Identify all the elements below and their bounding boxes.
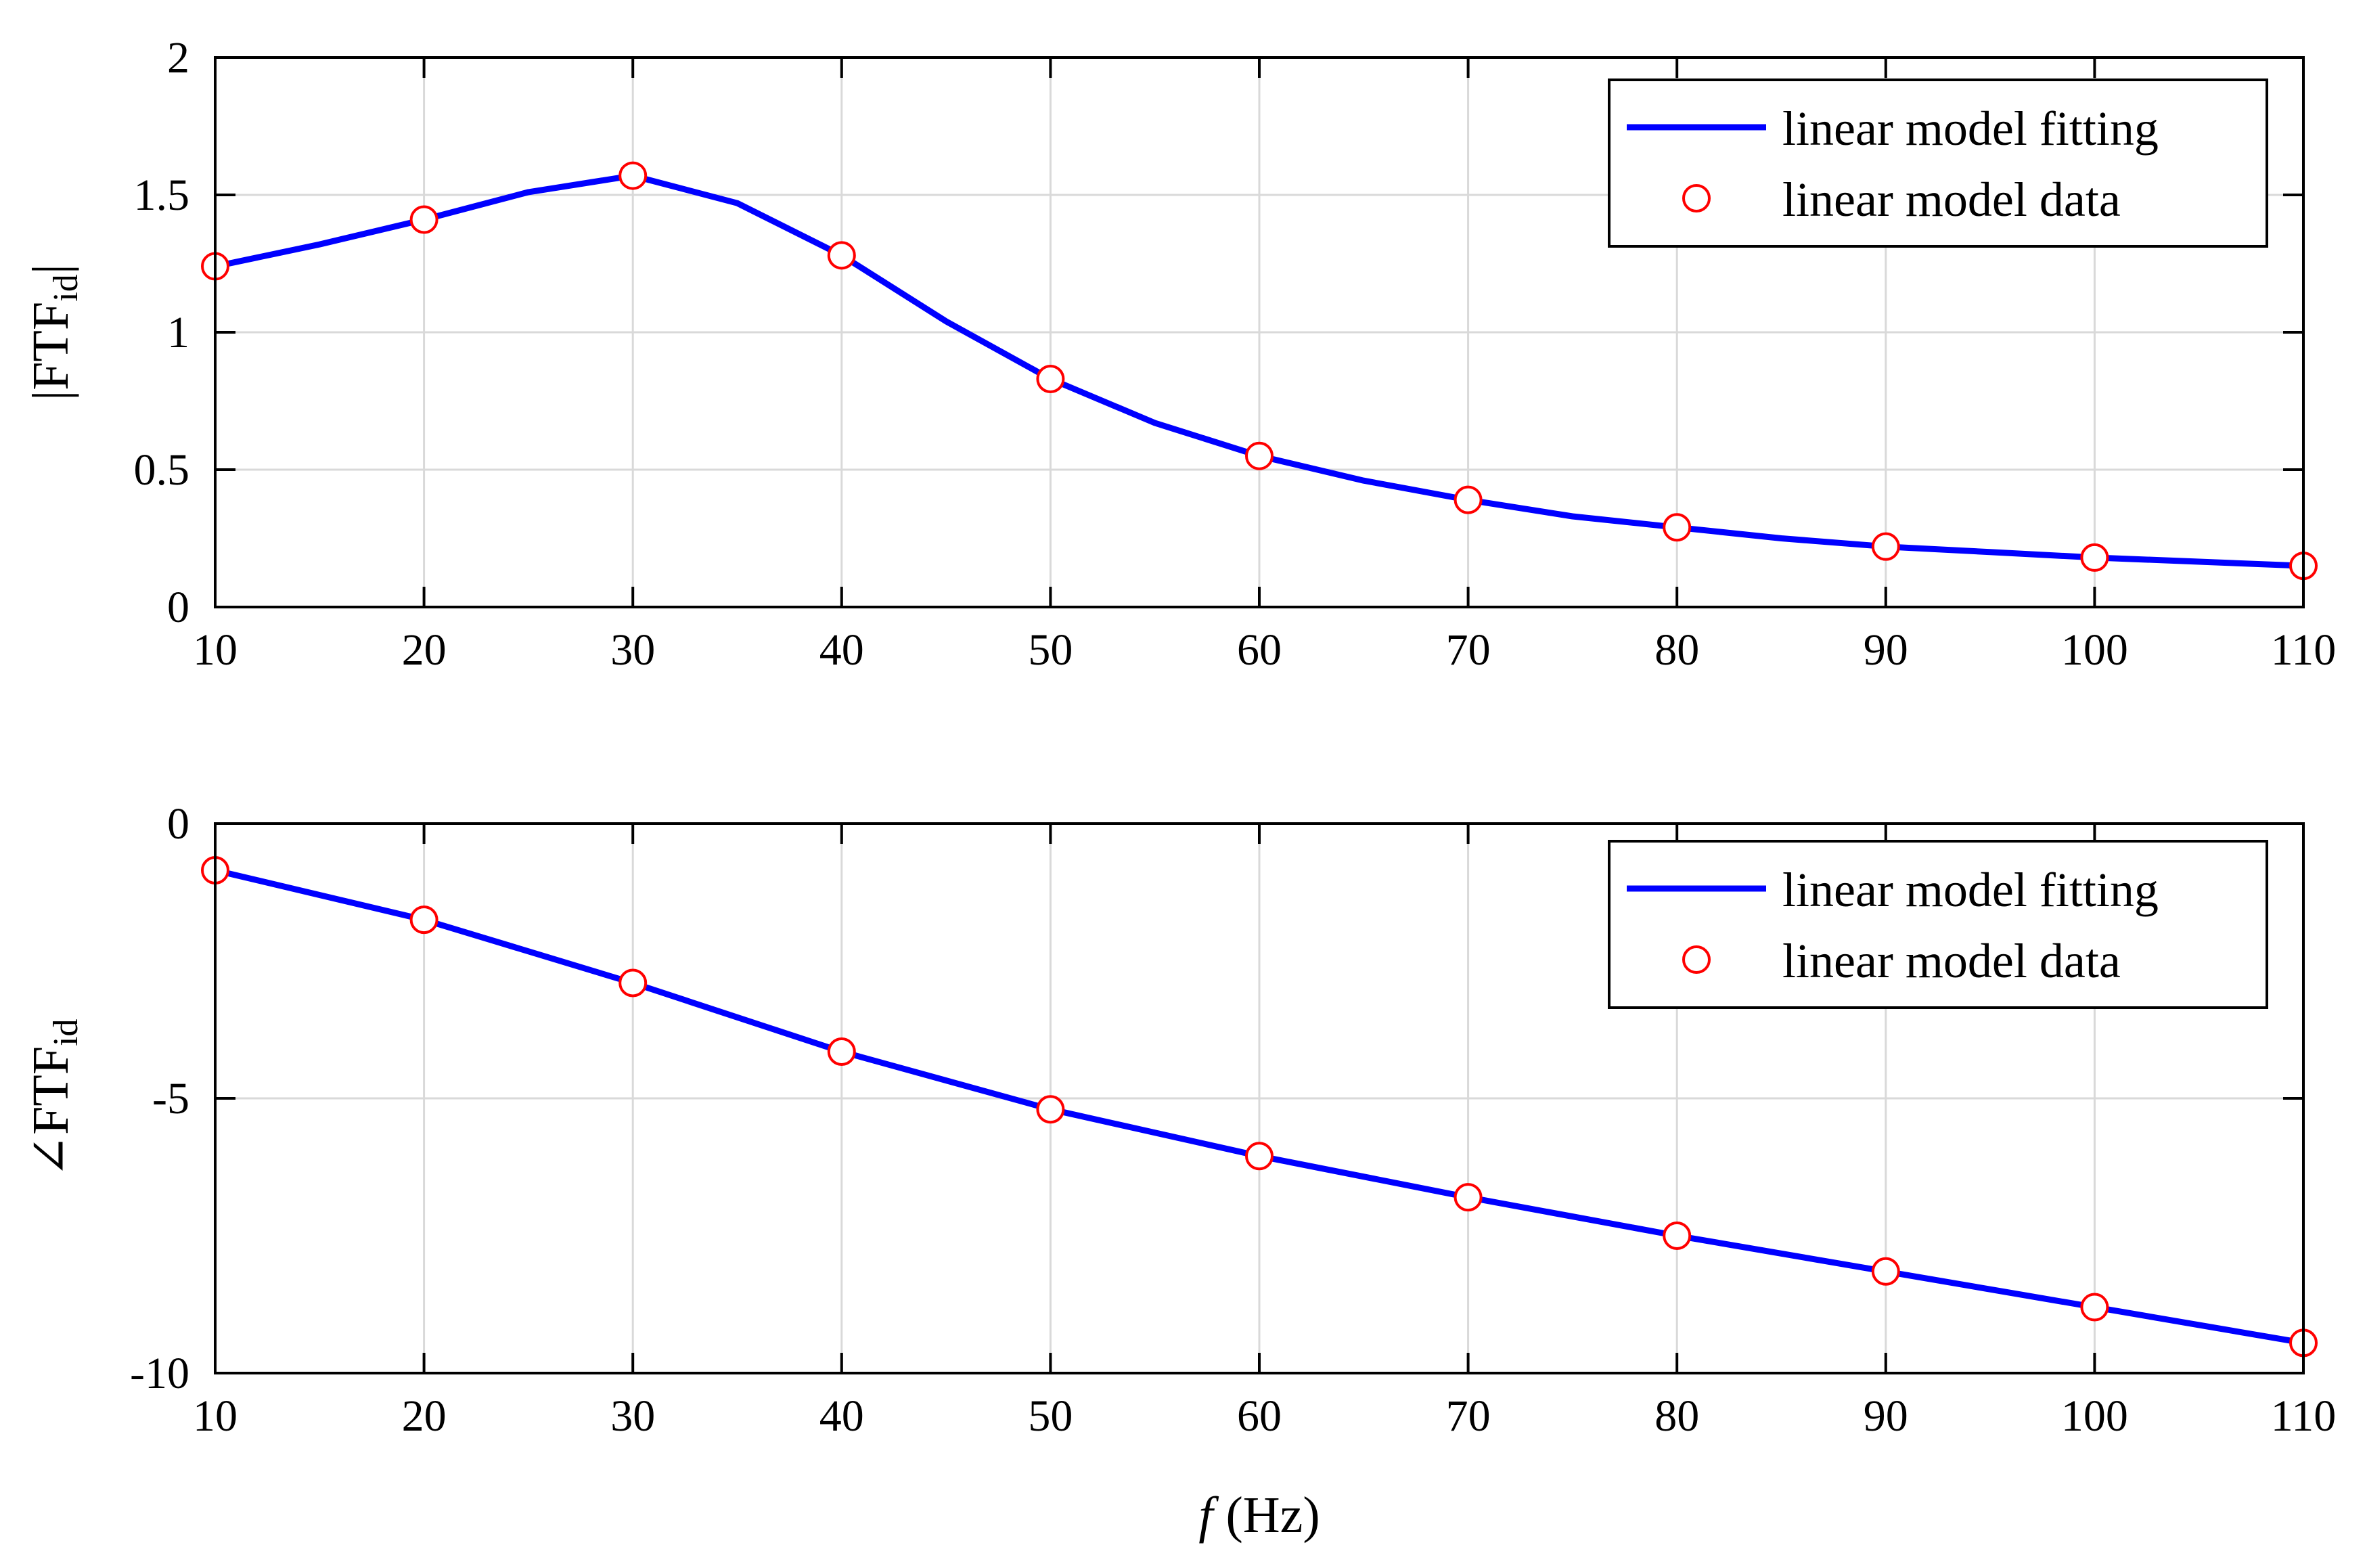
data-point-linear-model-data	[1663, 513, 1692, 542]
axes-frame	[214, 56, 2305, 608]
legend-box	[1608, 840, 2268, 1009]
x-axis-label: f (Hz)	[1198, 1487, 1320, 1544]
x-tick-label: 100	[2061, 625, 2128, 675]
x-tick-label: 60	[1237, 625, 1282, 675]
x-tick-label: 110	[2271, 625, 2337, 675]
y-tick-label: 1	[167, 308, 189, 357]
legend-box	[1608, 79, 2268, 248]
x-tick-label: 60	[1237, 1391, 1282, 1441]
x-tick-label: 70	[1446, 625, 1491, 675]
x-tick-label: 80	[1654, 1391, 1699, 1441]
x-tick-label: 40	[819, 625, 864, 675]
y-tick-label: 2	[167, 33, 189, 83]
legend: linear model fitting linear model data	[1608, 79, 2268, 248]
x-tick-label: 20	[402, 625, 447, 675]
data-point-linear-model-data	[1871, 532, 1900, 561]
x-tick-label: 110	[2271, 1391, 2337, 1441]
data-point-linear-model-data	[1245, 441, 1274, 470]
y-tick-label: 0.5	[134, 445, 190, 495]
x-tick-label: 30	[610, 625, 655, 675]
data-point-linear-model-data	[1454, 1183, 1483, 1212]
x-tick-label: 50	[1028, 1391, 1073, 1441]
y-tick-label: 1.5	[134, 171, 190, 220]
data-point-linear-model-data	[1036, 1095, 1065, 1124]
legend-marker-swatch	[1682, 184, 1711, 212]
legend-entry-label: linear model data	[1782, 934, 2121, 988]
axes-frame	[214, 822, 2305, 1374]
y-tick-label: -10	[130, 1349, 189, 1398]
y-axis-label: |FTFid|	[22, 264, 85, 401]
x-tick-label: 100	[2061, 1391, 2128, 1441]
data-point-linear-model-data	[1454, 485, 1483, 514]
data-point-linear-model-data	[2080, 543, 2109, 572]
y-tick-label: -5	[152, 1074, 189, 1123]
y-axis-label-subscript: id	[47, 274, 85, 301]
data-point-linear-model-data	[1245, 1142, 1274, 1171]
data-point-linear-model-data	[409, 905, 438, 935]
legend-entry-label: linear model fitting	[1782, 863, 2159, 917]
legend-marker-swatch	[1682, 945, 1711, 974]
x-tick-label: 50	[1028, 625, 1073, 675]
y-axis-label-close: |	[22, 264, 79, 274]
x-tick-label: 20	[402, 1391, 447, 1441]
x-tick-label: 70	[1446, 1391, 1491, 1441]
y-axis-label-subscript: id	[47, 1018, 85, 1046]
data-point-linear-model-data	[618, 161, 648, 190]
x-axis-label-unit: (Hz)	[1213, 1487, 1320, 1544]
y-tick-label: 0	[167, 799, 189, 849]
y-tick-label: 0	[167, 583, 189, 632]
x-tick-label: 80	[1654, 625, 1699, 675]
x-tick-label: 90	[1864, 1391, 1908, 1441]
data-point-linear-model-data	[2080, 1293, 2109, 1322]
legend-entry-label: linear model fitting	[1782, 102, 2159, 156]
data-point-linear-model-data	[827, 241, 856, 270]
legend-entry-label: linear model data	[1782, 173, 2121, 227]
x-tick-label: 10	[193, 1391, 238, 1441]
data-point-linear-model-data	[1663, 1222, 1692, 1250]
phase-panel: 10 20 30 40 50 60 70 80 90 100 110 -10 -5 0 linear mod…	[22, 799, 2336, 1544]
data-point-linear-model-data	[1871, 1257, 1900, 1286]
x-tick-label: 10	[193, 625, 238, 675]
data-point-linear-model-data	[1036, 365, 1065, 394]
magnitude-panel: 10 20 30 40 50 60 70 80 90 100 110 0 0.5 1 1.5 2 linear …	[22, 33, 2336, 675]
y-axis-label-main: ∠FTF	[22, 1046, 79, 1178]
y-axis-label-main: |FTF	[22, 302, 79, 401]
x-tick-label: 30	[610, 1391, 655, 1441]
data-point-linear-model-data	[409, 205, 438, 234]
y-axis-label: ∠FTFid	[22, 1018, 85, 1178]
legend: linear model fitting linear model data	[1608, 840, 2268, 1009]
data-point-linear-model-data	[618, 968, 648, 998]
data-point-linear-model-data	[827, 1037, 856, 1066]
x-tick-label: 90	[1864, 625, 1908, 675]
x-tick-label: 40	[819, 1391, 864, 1441]
